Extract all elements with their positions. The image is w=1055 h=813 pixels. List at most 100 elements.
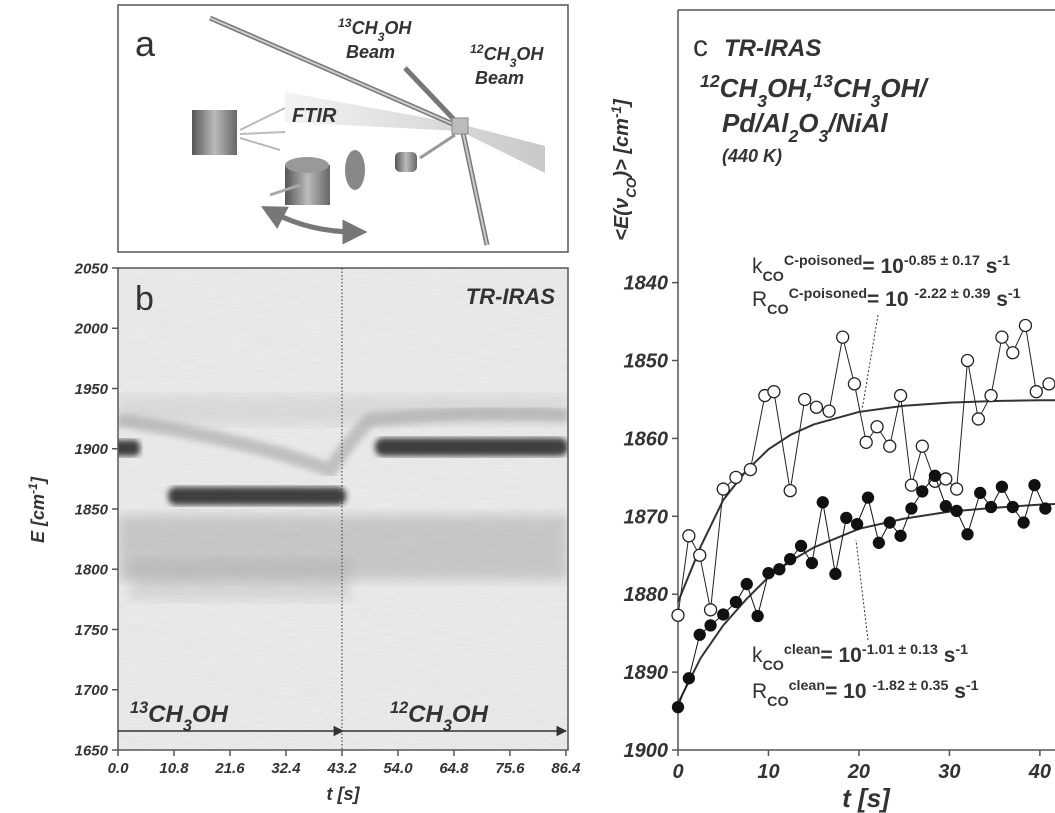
data-point bbox=[1018, 318, 1033, 333]
x-tick-label: 75.6 bbox=[495, 760, 525, 777]
data-point bbox=[883, 516, 896, 529]
text-part: C-poisoned bbox=[784, 253, 862, 269]
data-point bbox=[829, 567, 842, 581]
text-part: <E(ν bbox=[611, 198, 633, 241]
text-part: s bbox=[948, 680, 966, 703]
text-part: OH bbox=[384, 18, 412, 38]
text-part: 2 bbox=[787, 126, 798, 146]
data-point bbox=[798, 392, 812, 407]
data-point bbox=[872, 536, 886, 549]
data-point bbox=[822, 404, 836, 418]
data-point bbox=[671, 701, 685, 714]
text-part: s bbox=[990, 288, 1008, 311]
text-part: 12 bbox=[700, 71, 720, 91]
data-point bbox=[905, 502, 918, 515]
text-part: -1.82 ± 0.35 bbox=[872, 678, 948, 694]
data-point bbox=[1029, 385, 1043, 399]
x-tick-label: 0 bbox=[672, 761, 683, 783]
chart-subtitle: (440 K) bbox=[722, 146, 782, 166]
ftir-label: FTIR bbox=[292, 105, 337, 127]
ftir-wedge bbox=[285, 92, 545, 173]
text-part: CO bbox=[763, 658, 784, 674]
text-part: = 10 bbox=[867, 288, 914, 311]
beam bbox=[209, 17, 463, 129]
data-point bbox=[751, 609, 764, 623]
data-point bbox=[939, 500, 952, 513]
text-part: -1 bbox=[1008, 286, 1021, 302]
data-point bbox=[1039, 502, 1052, 515]
text-part: 3 bbox=[378, 30, 385, 44]
text-part: R bbox=[752, 680, 767, 703]
x-tick-label: 0.0 bbox=[108, 760, 130, 777]
text-part: -0.85 ± 0.17 bbox=[904, 253, 980, 269]
text-part: /NiAl bbox=[827, 108, 888, 138]
text-part: 3 bbox=[819, 126, 829, 146]
text-part: -1 bbox=[609, 106, 624, 118]
y-tick-label: 2050 bbox=[74, 260, 109, 277]
text-part: R bbox=[752, 288, 767, 311]
y-tick-label: 1880 bbox=[624, 584, 669, 606]
x-tick-label: 64.8 bbox=[439, 760, 469, 777]
text-part: OH bbox=[452, 701, 489, 728]
y-tick-label: 2000 bbox=[74, 321, 109, 338]
text-part: 3 bbox=[443, 717, 452, 735]
y-axis-label: <E(νCO)> [cm-1] bbox=[609, 98, 639, 241]
disk bbox=[345, 150, 365, 190]
segment-label: 13CH3OH bbox=[130, 699, 229, 735]
text-part: C-poisoned bbox=[789, 286, 867, 302]
data-point bbox=[995, 330, 1009, 344]
text-part: OH, bbox=[767, 73, 813, 103]
motion-arrow bbox=[260, 206, 368, 245]
x-tick-label: 10 bbox=[757, 761, 779, 783]
text-part: clean bbox=[784, 642, 820, 658]
text-part: CO bbox=[767, 302, 788, 318]
data-point bbox=[894, 529, 907, 542]
data-point bbox=[717, 608, 730, 621]
data-point bbox=[703, 603, 718, 617]
data-point bbox=[1028, 479, 1041, 492]
text-part: -1 bbox=[997, 253, 1010, 269]
text-part: k bbox=[752, 644, 763, 667]
data-point bbox=[928, 469, 942, 482]
data-point bbox=[784, 553, 797, 566]
text-part: Pd/Al bbox=[722, 108, 789, 138]
data-point bbox=[729, 470, 743, 485]
heatmap-image bbox=[118, 268, 568, 750]
annotation: kCOclean= 10-1.01 ± 0.13 s-1 bbox=[752, 642, 968, 674]
y-tick-label: 1650 bbox=[75, 742, 109, 759]
data-point bbox=[836, 330, 850, 344]
data-point bbox=[773, 563, 786, 576]
beam-label: 12CH3OH bbox=[470, 42, 544, 70]
data-point bbox=[950, 504, 963, 518]
data-point bbox=[693, 548, 707, 562]
data-point bbox=[883, 439, 897, 453]
data-point bbox=[950, 482, 964, 496]
data-point bbox=[984, 388, 998, 403]
text-part: -1 bbox=[26, 483, 40, 494]
y-tick-label: 1750 bbox=[75, 622, 109, 639]
beam-label: 13CH3OH bbox=[338, 16, 412, 44]
data-point bbox=[671, 608, 685, 622]
x-axis-label: t [s] bbox=[842, 783, 891, 813]
x-tick-label: 32.4 bbox=[271, 760, 301, 777]
panel-label: b bbox=[135, 280, 154, 318]
data-point bbox=[915, 439, 929, 453]
chopper-top bbox=[285, 157, 329, 173]
y-tick-label: 1950 bbox=[75, 381, 109, 398]
data-point bbox=[939, 472, 953, 486]
panel-label: a bbox=[135, 23, 156, 64]
text-part: 13 bbox=[813, 71, 833, 91]
x-axis-label: t [s] bbox=[327, 784, 361, 804]
y-tick-label: 1890 bbox=[624, 662, 669, 684]
detector bbox=[192, 110, 237, 155]
text-part: OH/ bbox=[880, 73, 929, 103]
data-point bbox=[1017, 516, 1030, 529]
x-tick-label: 30 bbox=[938, 761, 960, 783]
x-tick-label: 21.6 bbox=[214, 760, 245, 777]
scatter-panel: c TR-IRAS 12CH3OH,13CH3OH/ Pd/Al2O3/NiAl… bbox=[609, 9, 1055, 813]
text-part: )> [cm bbox=[611, 118, 633, 179]
y-tick-label: 1850 bbox=[624, 351, 669, 373]
segment-label: 12CH3OH bbox=[390, 699, 489, 735]
data-point bbox=[816, 496, 829, 509]
text-part: O bbox=[798, 108, 818, 138]
